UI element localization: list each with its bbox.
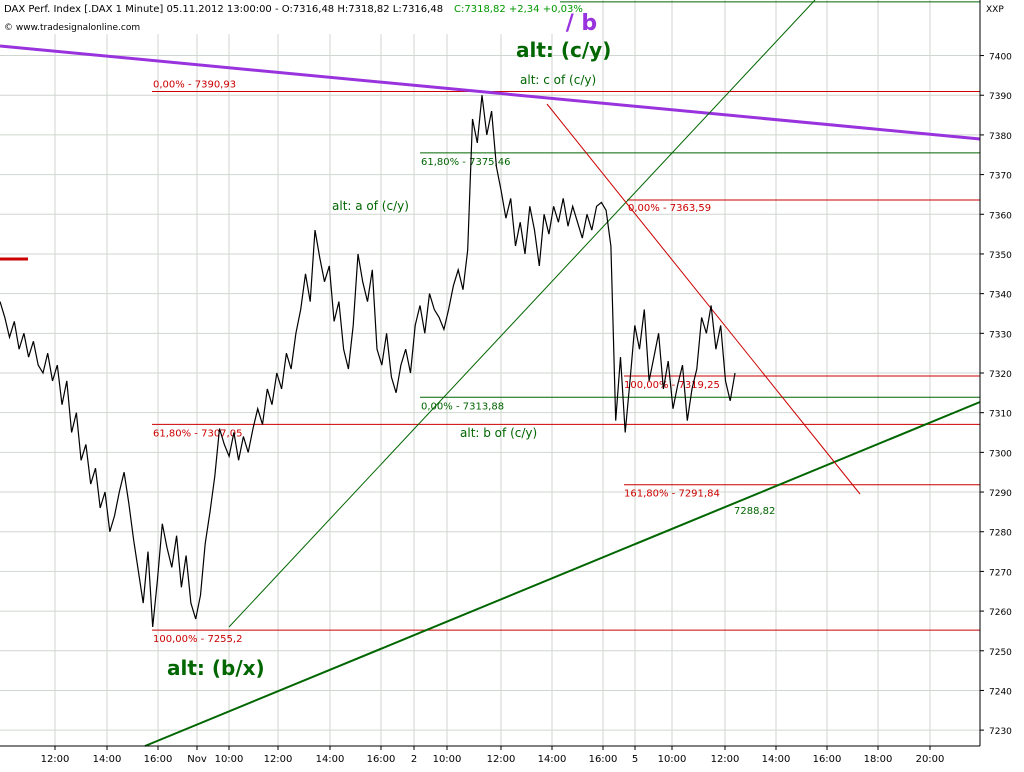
wave-annotation: alt: b of (c/y) (460, 426, 537, 440)
price-line (0, 95, 736, 628)
x-tick-label: 16:00 (813, 754, 842, 765)
y-tick-label: 7390 (989, 92, 1012, 102)
fib-level-label: 100,00% - 7255,2 (153, 634, 242, 645)
annotations: alt: (c/y) alt: c of (c/y) alt: a of (c/y)… (167, 11, 775, 680)
y-tick-label: 7350 (989, 251, 1012, 261)
x-tick-label: 12:00 (487, 754, 516, 765)
x-tick-label: 18:00 (864, 754, 893, 765)
x-tick-label: 10:00 (215, 754, 244, 765)
y-tick-label: 7320 (989, 370, 1012, 380)
x-tick-label: 10:00 (658, 754, 687, 765)
y-tick-label: 7400 (989, 53, 1012, 63)
fib-level-label: 0,00% - 7363,59 (628, 203, 711, 214)
purple-trendline (0, 44, 981, 141)
x-tick-label: 2 (411, 754, 417, 765)
y-tick-label: 7310 (989, 410, 1012, 420)
x-tick-label: 10:00 (433, 754, 462, 765)
x-tick-label: 12:00 (264, 754, 293, 765)
y-tick-label: 7290 (989, 489, 1012, 499)
y-tick-label: 7340 (989, 291, 1012, 301)
chart-change: C:7318,82 +2,34 +0,03% (454, 4, 583, 15)
y-tick-label: 7330 (989, 330, 1012, 340)
x-tick-label: 16:00 (367, 754, 396, 765)
x-tick-label: 16:00 (589, 754, 618, 765)
x-tick-label: 14:00 (316, 754, 345, 765)
y-tick-label: 7250 (989, 648, 1012, 658)
wave-annotation: alt: a of (c/y) (332, 199, 409, 213)
x-tick-label: 14:00 (538, 754, 567, 765)
wave-annotation: alt: (b/x) (167, 656, 265, 680)
x-tick-label: 16:00 (144, 754, 173, 765)
y-tick-label: 7360 (989, 211, 1012, 221)
y-tick-label: 7270 (989, 568, 1012, 578)
y-tick-label: 7370 (989, 172, 1012, 182)
y-tick-label: 7240 (989, 687, 1012, 697)
fib-level-label: 0,00% - 7390,93 (153, 80, 236, 91)
green-channel-line (228, 0, 816, 628)
wave-level-label: 61,80% - 7375,46 (421, 157, 510, 168)
chart-title: DAX Perf. Index [.DAX 1 Minute] 05.11.20… (4, 4, 443, 15)
y-tick-label: 7300 (989, 449, 1012, 459)
header-backdrop (0, 0, 560, 34)
wave-annotation: 7288,82 (734, 506, 775, 517)
copyright-text: © www.tradesignalonline.com (4, 23, 140, 33)
price-series (0, 95, 736, 628)
green-support-line (144, 401, 981, 747)
y-tick-label: 7260 (989, 608, 1012, 618)
x-tick-label: 12:00 (711, 754, 740, 765)
x-tick-label: 12:00 (41, 754, 70, 765)
symbol-tag: XXP (986, 5, 1004, 15)
x-tick-label: 20:00 (916, 754, 945, 765)
red-projection-line (546, 103, 861, 495)
trendlines (0, 0, 981, 747)
x-tick-label: 5 (632, 754, 638, 765)
y-tick-label: 7230 (989, 727, 1012, 737)
x-tick-label: 14:00 (762, 754, 791, 765)
fib-level-label: 100,00% - 7319,25 (624, 380, 720, 391)
x-tick-label: Nov (187, 754, 207, 765)
axes: 7230 7240 7250 7260 7270 7280 7290 7300 7310 7320… (0, 0, 1012, 765)
y-tick-label: 7380 (989, 132, 1012, 142)
fib-level-label: 61,80% - 7307,05 (153, 428, 242, 439)
wave-level-label: 0,00% - 7313,88 (421, 401, 504, 412)
fib-level-label: 161,80% - 7291,84 (624, 489, 720, 500)
wave-annotation: alt: c of (c/y) (520, 73, 596, 87)
wave-annotation: alt: (c/y) (516, 38, 611, 62)
x-tick-label: 14:00 (93, 754, 122, 765)
y-tick-label: 7280 (989, 529, 1012, 539)
